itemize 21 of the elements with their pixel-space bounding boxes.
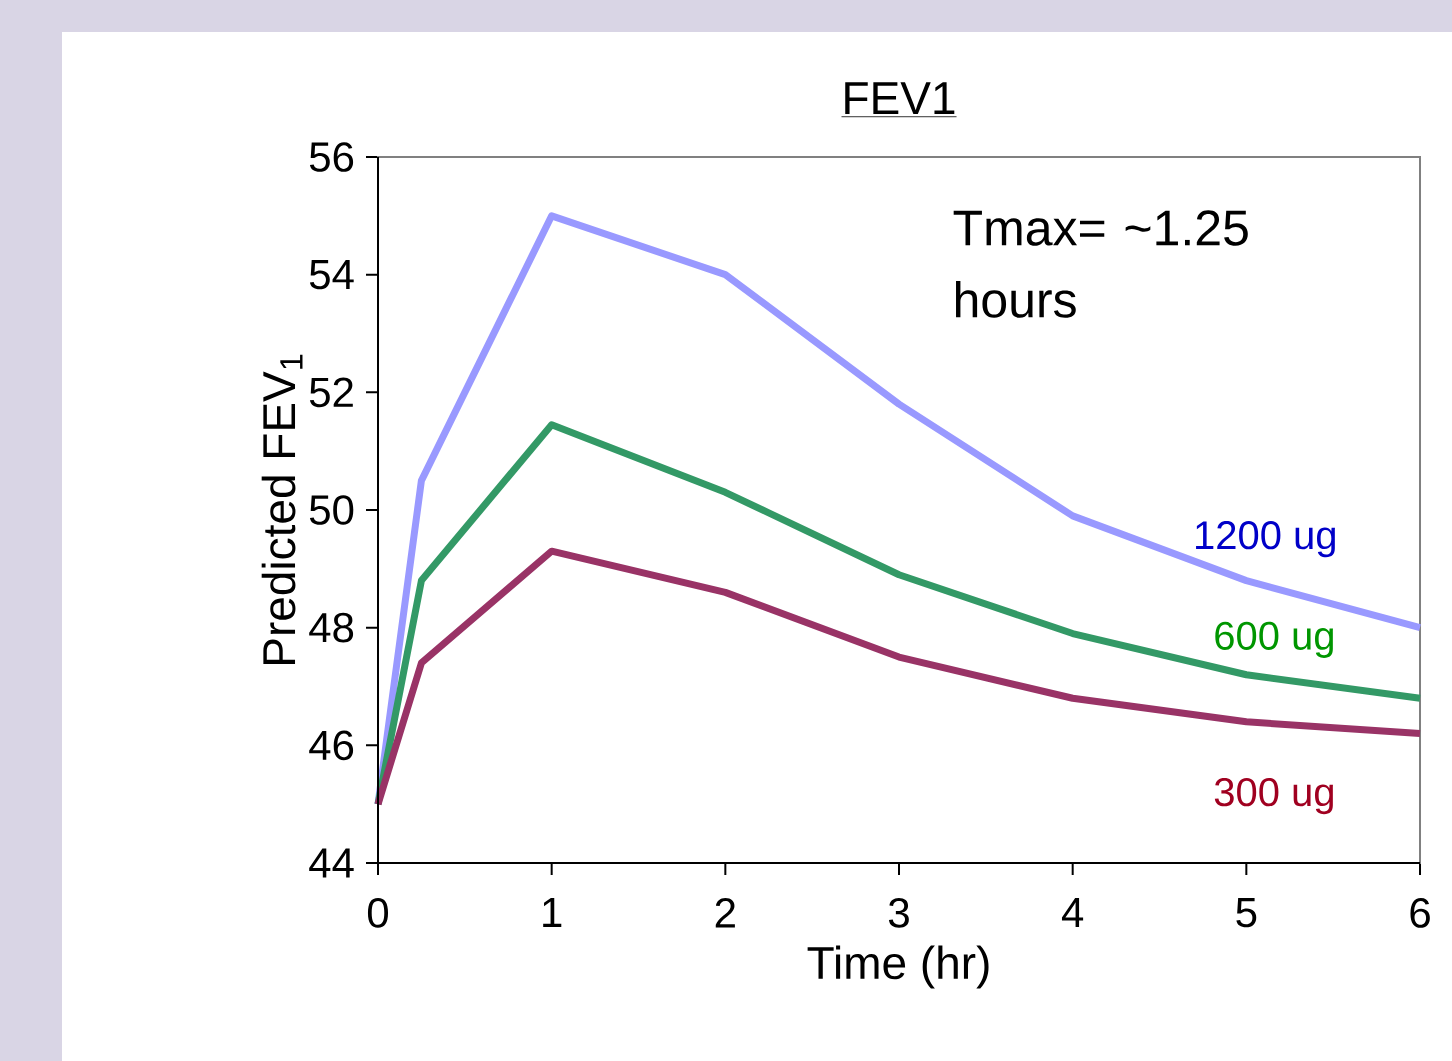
x-axis-title: Time (hr) — [807, 945, 989, 989]
annotation: Tmax= ~1.25 hours — [953, 210, 1248, 318]
x-tick-label: 2 — [715, 898, 735, 928]
y-tick-label: 52 — [309, 377, 353, 408]
x-tick-label: 0 — [367, 898, 389, 928]
y-axis-title: Predicted FEV$_{1}$ — [261, 354, 303, 664]
x-tick-label: 5 — [1236, 898, 1257, 928]
series-label: 300 ug — [1214, 777, 1333, 815]
x-tick-label: 4 — [1061, 898, 1084, 927]
chart-title: FEV1 — [845, 82, 955, 114]
y-tick-label: 46 — [309, 730, 354, 761]
y-tick-label: 54 — [309, 260, 354, 290]
series-label: 600 ug — [1215, 621, 1333, 658]
y-tick-label: 50 — [309, 495, 354, 525]
x-tick-label: 1 — [543, 898, 562, 927]
y-tick-label: 44 — [309, 848, 354, 878]
y-tick-label: 48 — [309, 612, 354, 643]
x-tick-label: 3 — [888, 898, 909, 928]
x-tick-label: 6 — [1410, 898, 1430, 928]
y-tick-label: 56 — [309, 142, 354, 172]
series-label: 1200 ug — [1196, 521, 1335, 558]
